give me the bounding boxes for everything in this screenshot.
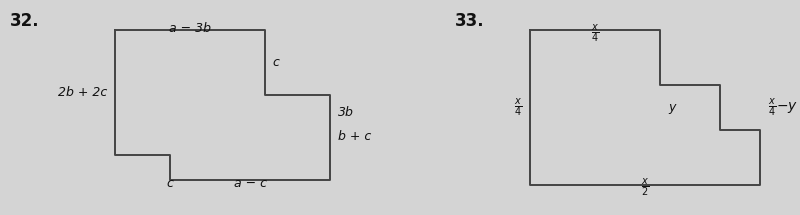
Text: a − 3b: a − 3b bbox=[169, 22, 211, 35]
Text: 3b: 3b bbox=[338, 106, 354, 118]
Text: c: c bbox=[166, 177, 174, 190]
Text: $\frac{x}{4}$: $\frac{x}{4}$ bbox=[590, 22, 599, 44]
Text: c: c bbox=[272, 55, 279, 69]
Text: 32.: 32. bbox=[10, 12, 40, 30]
Text: $\frac{x}{2}$: $\frac{x}{2}$ bbox=[641, 176, 650, 198]
Text: a − c: a − c bbox=[234, 177, 266, 190]
Text: $\frac{x}{4}$$-y$: $\frac{x}{4}$$-y$ bbox=[768, 96, 798, 118]
Text: 33.: 33. bbox=[455, 12, 485, 30]
Text: 2b + 2c: 2b + 2c bbox=[58, 86, 107, 98]
Text: y: y bbox=[668, 100, 675, 114]
Text: $\frac{x}{4}$: $\frac{x}{4}$ bbox=[514, 96, 522, 118]
Text: b + c: b + c bbox=[338, 131, 371, 143]
